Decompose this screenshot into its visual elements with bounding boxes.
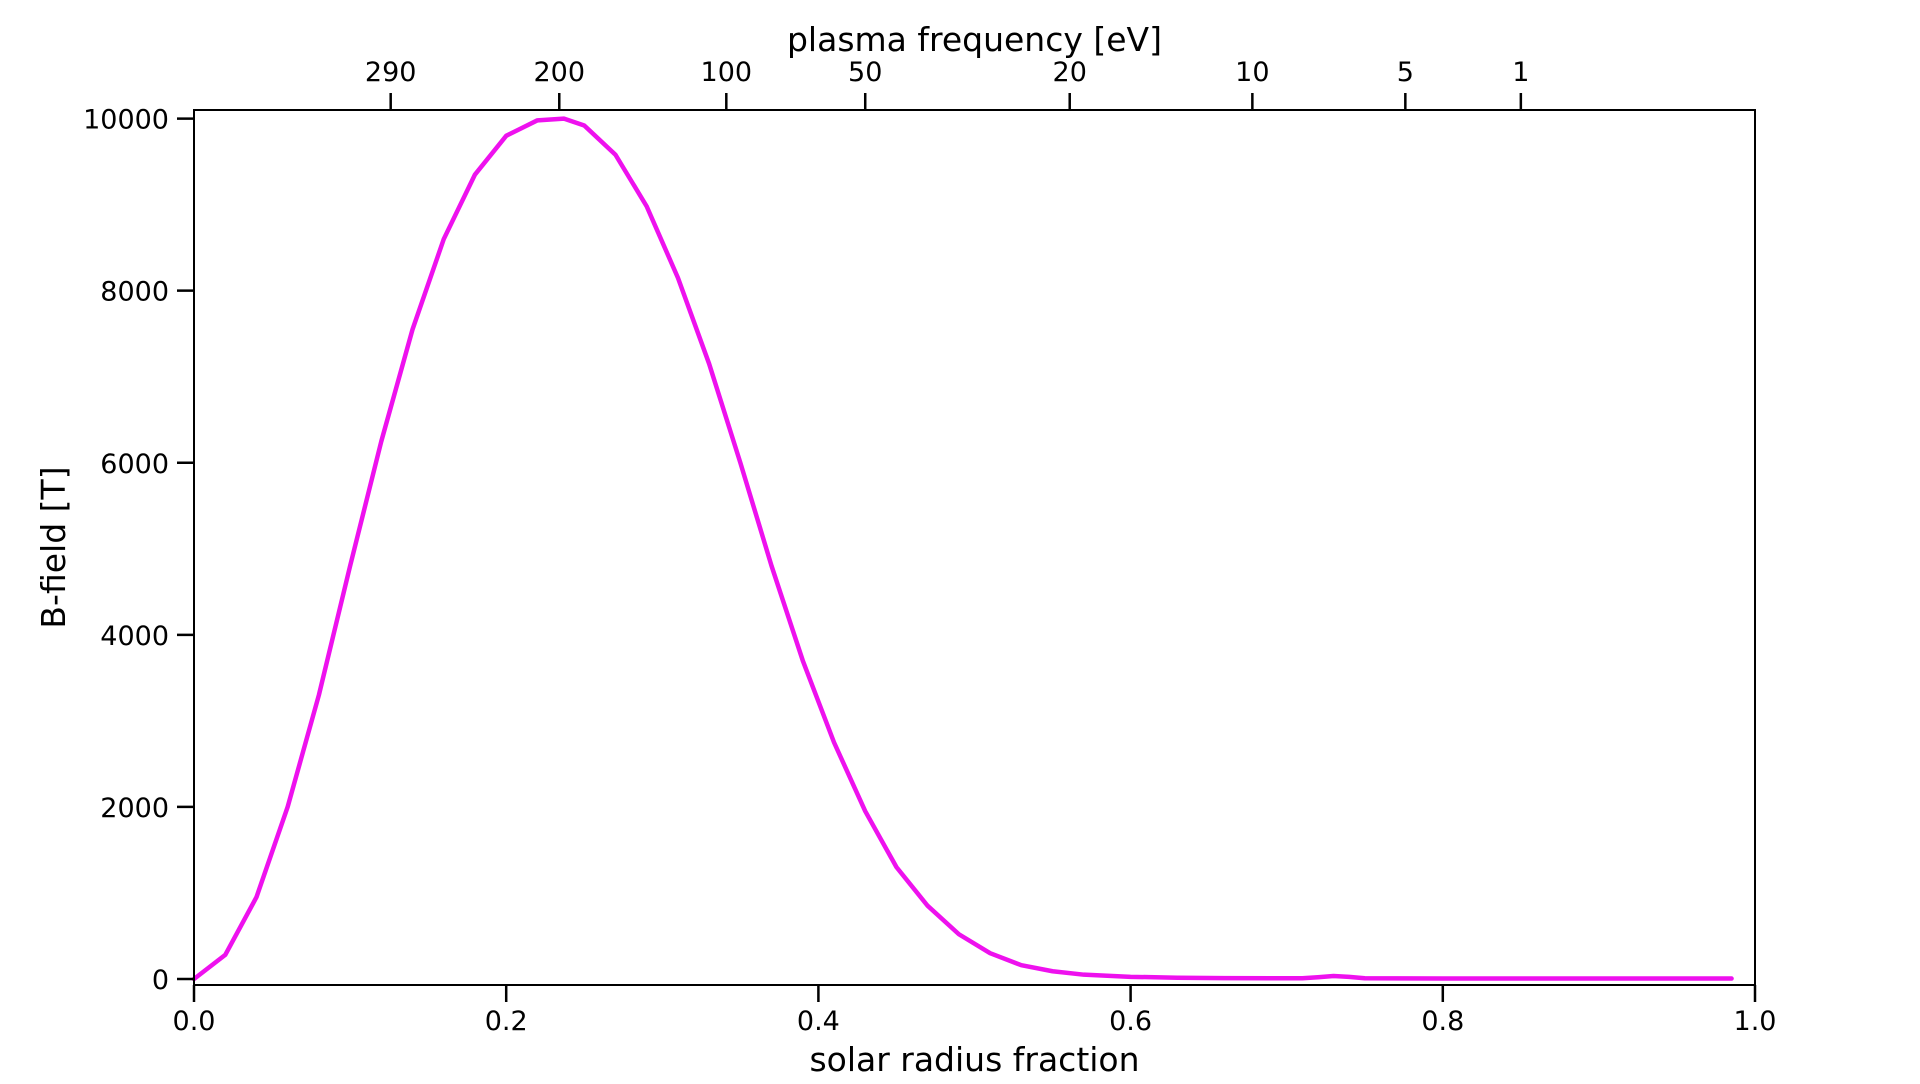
y-tick-label-3: 6000 xyxy=(100,449,169,480)
y-tick-label-4: 8000 xyxy=(100,277,169,308)
top-tick-label-0: 290 xyxy=(365,57,417,88)
top-axis-title: plasma frequency [eV] xyxy=(787,20,1162,59)
y-tick-label-5: 10000 xyxy=(83,105,169,136)
x-tick-label-0: 0.0 xyxy=(173,1006,216,1037)
y-tick-label-0: 0 xyxy=(152,965,169,996)
top-tick-label-5: 10 xyxy=(1235,57,1269,88)
top-tick-label-4: 20 xyxy=(1053,57,1087,88)
y-tick-label-2: 4000 xyxy=(100,621,169,652)
series-line-0 xyxy=(191,116,1734,982)
y-axis-title: B-field [T] xyxy=(34,466,73,628)
x-tick-label-1: 0.2 xyxy=(485,1006,528,1037)
plot-frame xyxy=(193,109,1756,986)
y-tick-label-1: 2000 xyxy=(100,793,169,824)
x-tick-label-5: 1.0 xyxy=(1734,1006,1777,1037)
x-tick-label-4: 0.8 xyxy=(1421,1006,1464,1037)
x-axis-title: solar radius fraction xyxy=(809,1040,1139,1079)
top-tick-label-3: 50 xyxy=(848,57,882,88)
x-tick-label-2: 0.4 xyxy=(797,1006,840,1037)
x-tick-label-3: 0.6 xyxy=(1109,1006,1152,1037)
top-tick-label-2: 100 xyxy=(701,57,753,88)
top-tick-label-1: 200 xyxy=(534,57,586,88)
top-tick-label-6: 5 xyxy=(1397,57,1414,88)
top-tick-label-7: 1 xyxy=(1512,57,1529,88)
